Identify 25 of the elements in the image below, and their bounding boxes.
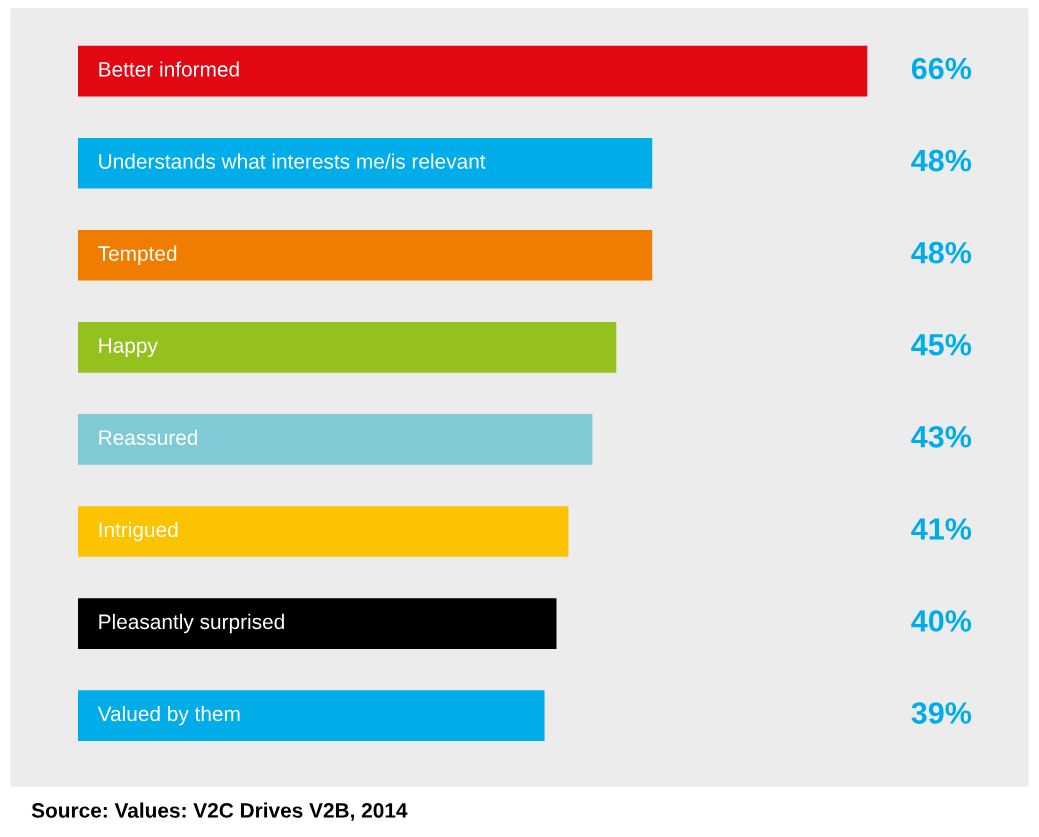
bar bbox=[77, 414, 593, 465]
data-label: 66% bbox=[911, 57, 972, 80]
data-label: 40% bbox=[911, 610, 972, 632]
y-tick-label: Better informed bbox=[99, 61, 239, 77]
y-tick-label: Tempted bbox=[98, 245, 177, 265]
y-tick-label: Valued by them bbox=[97, 705, 240, 726]
y-tick-label: Understands what interests me/is relevant bbox=[99, 153, 486, 169]
data-label: 39% bbox=[911, 702, 972, 724]
y-tick-label: Pleasantly surprised bbox=[99, 613, 284, 634]
bar bbox=[77, 229, 653, 281]
bar bbox=[77, 598, 557, 649]
y-tick-label: Intrigued bbox=[99, 521, 178, 542]
data-label: 41% bbox=[911, 518, 972, 540]
bar bbox=[77, 137, 653, 189]
data-label: 43% bbox=[911, 425, 972, 448]
data-label: 45% bbox=[911, 334, 972, 356]
bar bbox=[77, 322, 617, 373]
source-note: Source: Values: V2C Drives V2B, 2014 bbox=[31, 802, 408, 821]
bar bbox=[77, 690, 545, 741]
y-tick-label: Reassured bbox=[99, 429, 198, 446]
y-tick-label: Happy bbox=[99, 338, 158, 358]
bar bbox=[77, 45, 868, 97]
data-label: 48% bbox=[911, 241, 972, 264]
data-label: 48% bbox=[911, 149, 972, 172]
bar bbox=[77, 506, 569, 557]
